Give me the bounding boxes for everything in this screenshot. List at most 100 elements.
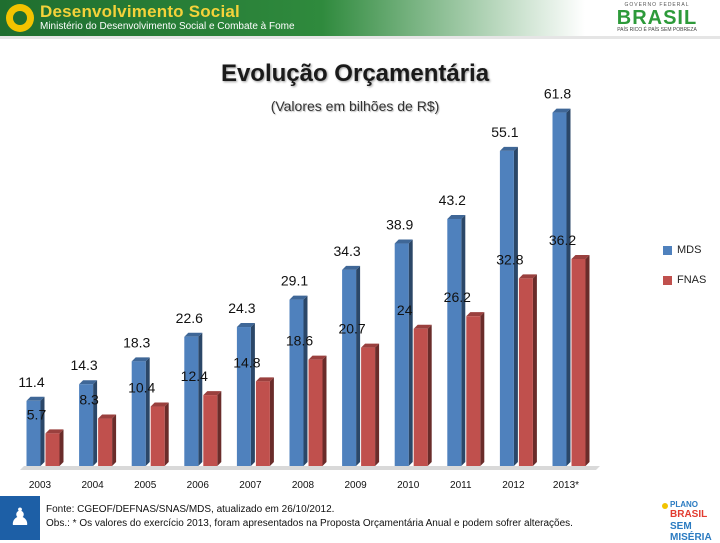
bsm-line-2: BRASIL	[670, 509, 708, 520]
people-icon: ♟	[0, 496, 40, 540]
bar	[150, 406, 165, 466]
brand-title: Desenvolvimento Social	[40, 2, 240, 21]
bar	[413, 328, 428, 466]
bar-top	[342, 265, 361, 270]
legend-swatch-mds	[663, 246, 672, 255]
bar-top	[499, 146, 518, 151]
bar-side	[250, 323, 255, 466]
x-tick-label: 2011	[450, 480, 472, 491]
data-label: 34.3	[333, 243, 360, 259]
bar-side	[375, 343, 380, 466]
bar	[255, 381, 270, 466]
bar-top	[289, 295, 308, 300]
x-tick-label: 2009	[344, 480, 367, 491]
data-label: 14.8	[233, 354, 260, 370]
bar-top	[150, 402, 169, 407]
ministry-logo-icon	[6, 4, 34, 32]
bar-side	[145, 357, 150, 466]
bar-top	[45, 429, 64, 434]
bar	[571, 258, 586, 466]
x-tick-label: 2006	[187, 480, 210, 491]
bar-side	[198, 332, 203, 466]
bar-top	[98, 414, 117, 419]
x-tick-label: 2012	[502, 480, 525, 491]
brand-subtitle: Ministério do Desenvolvimento Social e C…	[40, 21, 295, 32]
data-label: 24.3	[228, 300, 255, 316]
bar-side	[461, 214, 466, 466]
bar	[131, 361, 146, 466]
chart-title: Evolução Orçamentária	[220, 60, 490, 87]
chart-subtitle: (Valores em bilhões de R$)	[270, 98, 440, 114]
data-label: 38.9	[386, 217, 413, 233]
bsm-line-1: PLANO	[670, 500, 698, 509]
x-tick-label: 2013*	[553, 480, 579, 491]
bar-top	[236, 323, 255, 328]
bar	[466, 316, 481, 466]
bar-top	[26, 396, 45, 401]
bar	[45, 433, 60, 466]
bar-side	[217, 391, 222, 466]
bar	[289, 299, 304, 466]
data-label: 43.2	[439, 192, 466, 208]
source-note: Fonte: CGEOF/DEFNAS/SNAS/MDS, atualizado…	[46, 504, 335, 515]
bar-top	[518, 274, 537, 279]
bar-side	[112, 414, 117, 466]
bar	[236, 327, 251, 466]
bar-top	[308, 355, 327, 360]
bar-side	[269, 377, 274, 466]
gov-slogan-text: PAÍS RICO É PAÍS SEM POBREZA	[617, 27, 697, 33]
bar-top	[394, 239, 413, 244]
bar	[308, 359, 323, 466]
legend-item-fnas: FNAS	[663, 274, 720, 288]
x-tick-label: 2004	[81, 480, 104, 491]
data-label: 22.6	[176, 310, 203, 326]
bar-side	[164, 402, 169, 466]
bar-top	[184, 332, 203, 337]
data-label: 29.1	[281, 273, 308, 289]
bar	[361, 347, 376, 466]
data-label: 14.3	[70, 357, 97, 373]
x-tick-label: 2010	[397, 480, 420, 491]
bar-top	[203, 391, 222, 396]
bar-side	[513, 146, 518, 466]
x-tick-label: 2003	[29, 480, 52, 491]
data-label: 8.3	[79, 392, 99, 408]
bar-top	[413, 324, 432, 329]
bar-top	[361, 343, 380, 348]
data-label: 12.4	[181, 368, 208, 384]
data-label: 32.8	[496, 251, 523, 267]
bar-side	[480, 312, 485, 466]
bar-top	[447, 214, 466, 219]
bar	[518, 278, 533, 466]
data-label: 18.6	[286, 333, 313, 349]
bar-side	[585, 254, 590, 466]
bar	[184, 336, 199, 466]
bar	[342, 269, 357, 466]
bar-side	[59, 429, 64, 466]
data-label: 10.4	[128, 380, 155, 396]
brand-banner: Desenvolvimento Social Ministério do Des…	[0, 0, 585, 36]
legend-label-fnas: FNAS	[677, 274, 707, 286]
bar-top	[131, 357, 150, 362]
data-label: 61.8	[544, 86, 571, 102]
bar-top	[255, 377, 274, 382]
bar-side	[322, 355, 327, 466]
bar-side	[356, 265, 361, 466]
legend-label-mds: MDS	[677, 244, 702, 256]
x-tick-label: 2005	[134, 480, 157, 491]
data-label: 36.2	[549, 232, 576, 248]
header-bar: Desenvolvimento Social Ministério do Des…	[0, 0, 720, 39]
bsm-logo-icon	[662, 503, 668, 509]
bar-top	[79, 380, 98, 385]
data-label: 5.7	[27, 406, 47, 422]
data-label: 11.4	[18, 374, 44, 390]
gov-top-text: GOVERNO FEDERAL	[624, 2, 690, 8]
bar-top	[466, 312, 485, 317]
bar-side	[303, 295, 308, 466]
brasil-sem-miseria-logo: PLANO BRASIL SEM MISÉRIA	[662, 500, 718, 543]
bar	[203, 395, 218, 466]
data-label: 18.3	[123, 334, 150, 350]
bar-side	[427, 324, 432, 466]
bsm-line-3: SEM MISÉRIA	[670, 521, 712, 543]
